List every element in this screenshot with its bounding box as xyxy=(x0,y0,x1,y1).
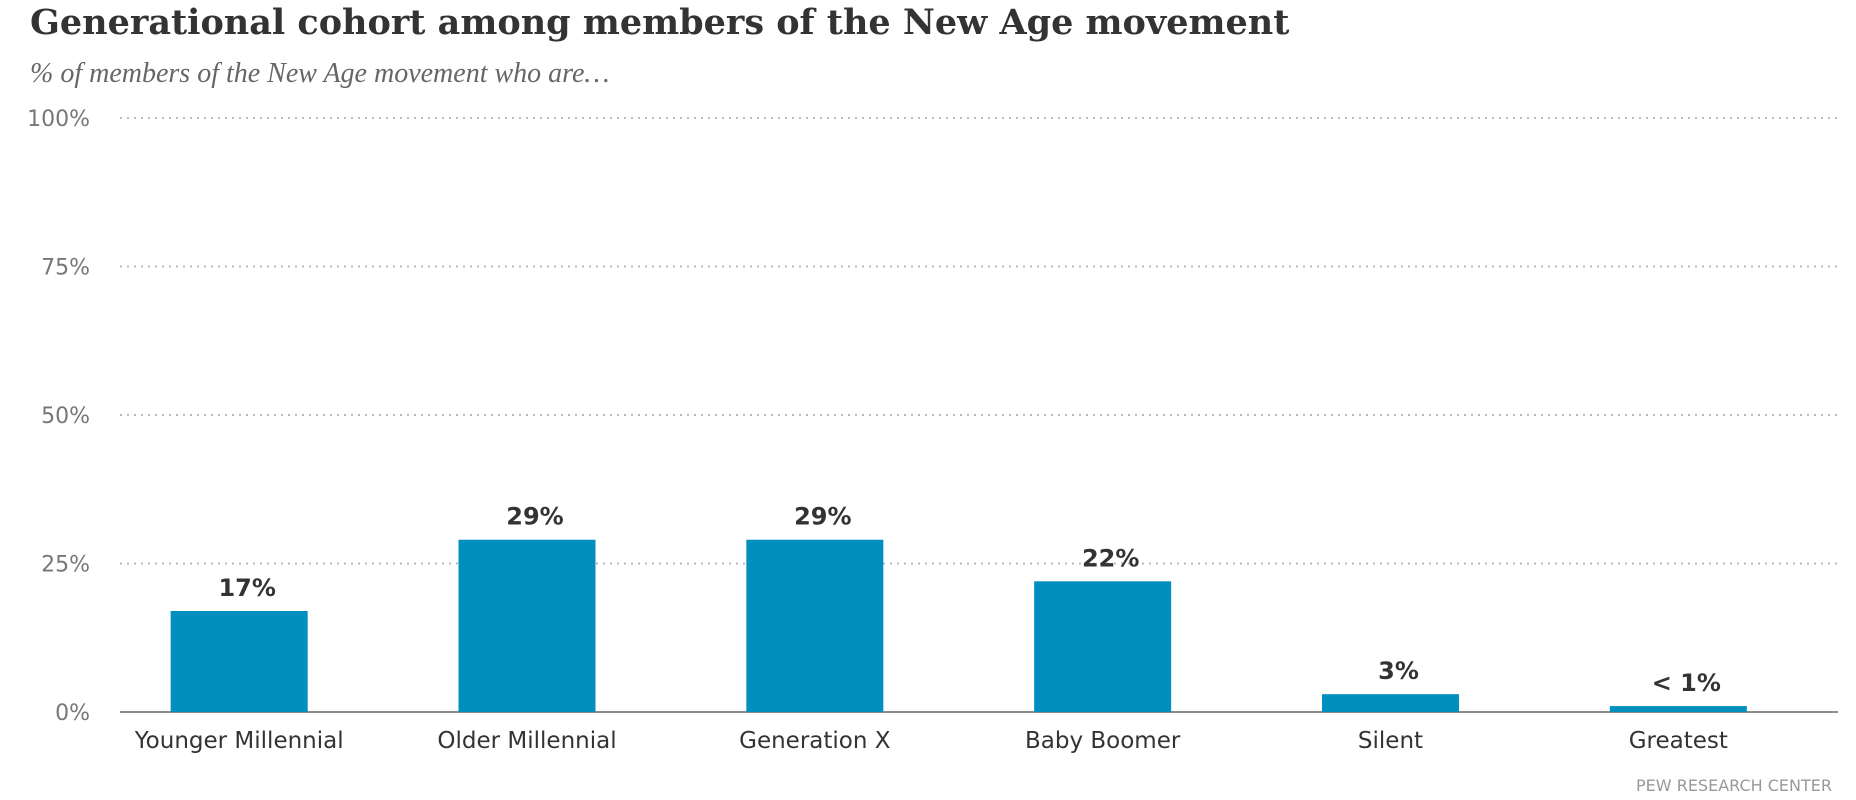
y-tick-label: 25% xyxy=(41,553,90,578)
chart-title: Generational cohort among members of the… xyxy=(30,2,1290,43)
y-tick-label: 0% xyxy=(55,701,90,726)
x-tick-label: Generation X xyxy=(739,728,891,754)
x-tick-label: Baby Boomer xyxy=(1025,728,1181,754)
data-label: < 1% xyxy=(1652,669,1721,697)
y-tick-label: 75% xyxy=(41,256,90,281)
chart-subtitle: % of members of the New Age movement who… xyxy=(30,58,610,89)
data-label: 3% xyxy=(1378,657,1419,685)
y-tick-label: 50% xyxy=(41,404,90,429)
x-tick-label: Silent xyxy=(1358,728,1423,754)
bar xyxy=(1322,694,1459,712)
x-tick-label: Greatest xyxy=(1629,728,1728,754)
source-credit: PEW RESEARCH CENTER xyxy=(1636,776,1832,795)
x-tick-label: Older Millennial xyxy=(437,728,616,754)
bar xyxy=(746,539,884,712)
bar xyxy=(1034,581,1172,712)
bar xyxy=(1609,706,1747,712)
x-tick-label: Younger Millennial xyxy=(134,728,344,754)
data-label: 29% xyxy=(506,503,563,531)
bar xyxy=(170,611,308,712)
data-label: 22% xyxy=(1082,544,1139,572)
bar xyxy=(458,539,596,712)
data-label: 17% xyxy=(218,574,275,602)
y-tick-label: 100% xyxy=(27,107,90,132)
data-label: 29% xyxy=(794,503,851,531)
